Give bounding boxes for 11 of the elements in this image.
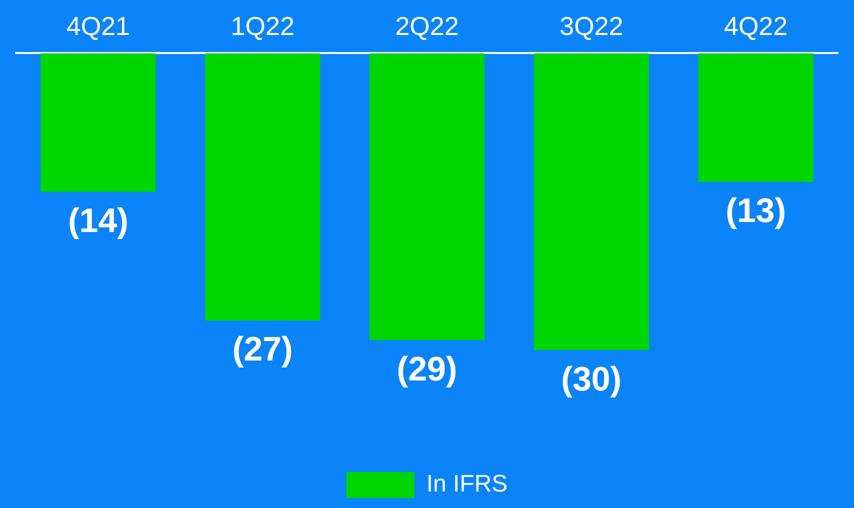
x-tick-label: 1Q22 [230,10,294,41]
data-label: (13) [726,192,786,230]
data-label: (30) [561,360,622,398]
data-label: (27) [232,330,293,369]
x-tick-label: 2Q22 [395,10,459,41]
legend-label: In IFRS [426,470,508,498]
data-label: (29) [396,350,458,388]
x-tick-label: 3Q22 [560,10,624,41]
x-tick-label: 4Q22 [724,10,788,41]
x-tick-label: 4Q21 [66,10,130,41]
data-label: (14) [68,202,128,240]
